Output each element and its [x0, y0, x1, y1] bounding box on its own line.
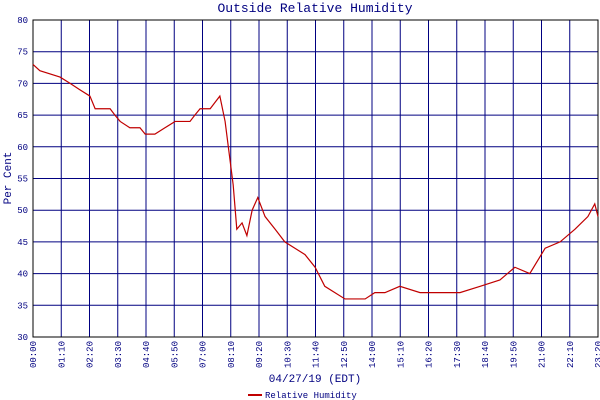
- y-tick-label: 40: [17, 270, 28, 280]
- y-tick-label: 45: [17, 238, 28, 248]
- x-tick-label: 17:30: [453, 341, 463, 368]
- plot-frame: [32, 19, 599, 338]
- x-tick-label: 07:00: [199, 341, 209, 368]
- x-tick-label: 15:10: [396, 341, 406, 368]
- x-tick-label: 04:40: [142, 341, 152, 368]
- y-tick-label: 60: [17, 143, 28, 153]
- x-tick-label: 02:20: [86, 341, 96, 368]
- legend-label: Relative Humidity: [265, 391, 357, 400]
- y-tick-label: 50: [17, 206, 28, 216]
- x-tick-label: 23:20: [594, 341, 600, 368]
- x-tick-label: 05:50: [170, 341, 180, 368]
- y-tick-label: 30: [17, 333, 28, 343]
- y-tick-label: 80: [17, 16, 28, 26]
- x-tick-label: 16:20: [425, 341, 435, 368]
- x-tick-label: 22:10: [566, 341, 576, 368]
- x-tick-label: 14:00: [368, 341, 378, 368]
- y-tick-label: 65: [17, 111, 28, 121]
- x-tick-label: 12:50: [340, 341, 350, 368]
- chart-title: Outside Relative Humidity: [217, 1, 412, 16]
- y-tick-label: 55: [17, 175, 28, 185]
- data-line: [32, 63, 599, 300]
- x-tick-label: 00:00: [29, 341, 39, 368]
- x-tick-label: 21:00: [538, 341, 548, 368]
- x-tick-label: 03:30: [114, 341, 124, 368]
- x-axis-label: 04/27/19 (EDT): [269, 374, 361, 386]
- x-tick-label: 08:10: [227, 341, 237, 368]
- y-axis-label: Per Cent: [3, 152, 15, 205]
- x-tick-label: 09:20: [255, 341, 265, 368]
- y-tick-label: 75: [17, 48, 28, 58]
- y-tick-label: 35: [17, 301, 28, 311]
- x-tick-label: 19:50: [509, 341, 519, 368]
- x-tick-label: 01:10: [57, 341, 67, 368]
- x-tick-label: 10:30: [283, 341, 293, 368]
- x-tick-label: 11:40: [312, 341, 322, 368]
- y-tick-label: 70: [17, 79, 28, 89]
- x-tick-label: 18:40: [481, 341, 491, 368]
